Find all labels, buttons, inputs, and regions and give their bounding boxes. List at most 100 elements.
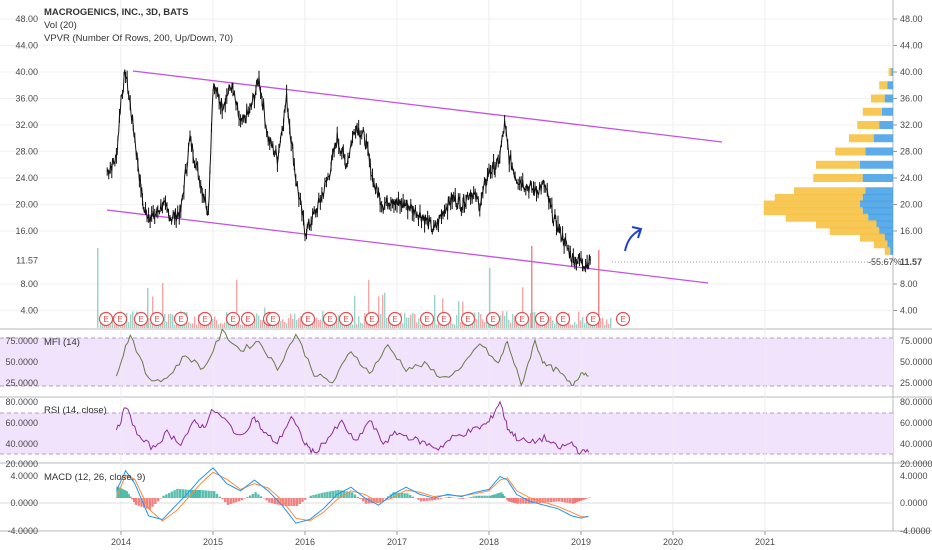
macd-histogram-bar [544,498,547,503]
volume-bar [380,313,382,328]
last-price-box [894,256,930,268]
volume-bar [570,324,572,328]
macd-histogram-bar [259,496,263,498]
earnings-circle [387,311,403,327]
price-channel[interactable] [106,70,723,284]
macd-histogram-bar [268,498,271,503]
osc-tick-left: 20.0000 [5,459,38,469]
vpvr-down-bar [879,121,893,129]
price-tick-left: 24.00 [15,173,38,183]
volume-bar [280,321,282,328]
price-tick-left: 32.00 [15,120,38,130]
macd-line [115,467,589,524]
vpvr-down-bar [890,246,893,255]
volume-bar [240,324,242,328]
macd-histogram-bar [486,495,489,498]
earnings-circle [133,311,149,327]
macd-histogram-bar [215,493,219,498]
volume-bar [531,246,533,328]
macd-histogram-bar [469,497,473,498]
earnings-marker: E [387,311,403,327]
volume-bar [368,279,370,328]
time-axis[interactable]: 2014 2015 2016 2017 2018 2019 2020 2021 [111,531,775,547]
mfi-legend: MFI (14) [44,337,80,348]
price-tick-right: 24.00 [900,173,923,183]
last-price-marker: -55.67% [612,257,902,267]
earnings-letter: E [519,315,524,324]
macd-histogram-bar [218,496,221,498]
earnings-letter: E [369,315,374,324]
volume-bar [586,319,588,328]
osc-tick-left: 0.0000 [10,498,38,508]
earnings-circle [555,311,571,327]
macd-histogram-bar [522,498,525,504]
macd-histogram-bar [417,498,420,500]
macd-histogram-bar [213,491,216,498]
osc-tick-left: 75.0000 [5,336,38,346]
horizontal-gridlines [0,18,893,311]
osc-tick-right: 0.0000 [900,498,928,508]
macd-signal-line [115,471,589,522]
earnings-circle [460,311,476,327]
volume-bar [294,313,296,328]
macd-histogram-bar [458,498,462,499]
macd-histogram-bar [584,498,588,499]
macd-histogram-bar [315,494,318,498]
macd-histogram-bar [270,498,274,504]
price-axis[interactable]: 48.00 48.00 44.00 44.00 40.00 40.00 36.00 36.00… [15,14,930,316]
volume-legend: Vol (20) [44,20,77,31]
volume-bar [320,319,322,328]
macd-histogram-bar [334,490,337,498]
volume-bar [484,321,486,328]
macd-histogram-bar [121,489,125,498]
earnings-marker: E [338,311,354,327]
up-arrow-drawing[interactable] [624,226,643,252]
volume-bar [338,315,340,328]
macd-histogram-bar [489,495,492,498]
vpvr-up-bar [862,107,882,116]
macd-histogram-bar [381,498,384,501]
macd-histogram-bar [178,489,182,498]
volume-bar [190,323,192,328]
volume-bar [598,250,600,328]
volume-bar [596,322,598,328]
price-line [106,69,591,270]
volume-bar [208,324,210,328]
volume-bar [302,322,304,328]
vpvr-down-bar [887,81,893,90]
volume-bar [352,324,354,328]
volume-bar [176,324,178,328]
volume-bar [384,292,386,328]
earnings-circle [149,311,165,327]
macd-histogram-bar [400,492,404,498]
vpvr-up-bar [774,193,863,202]
price-tick-left: 20.00 [15,200,38,210]
macd-histogram-bar [199,489,202,498]
volume-bar [322,311,324,328]
macd-histogram-bar [552,498,555,502]
volume-bar [238,322,240,328]
volume-bar [600,318,602,328]
macd-histogram-bar [154,498,157,504]
macd-histogram-bar [304,498,307,500]
price-tick-left: 48.00 [15,14,38,24]
earnings-letter: E [490,315,495,324]
earnings-circle [225,311,241,327]
macd-histogram-bar [123,490,127,498]
macd-histogram-bar [549,498,553,503]
macd-histogram-bar [173,490,176,498]
volume-bar [554,323,556,328]
vpvr-up-bar [785,213,869,222]
earnings-marker: E [460,311,476,327]
rsi-legend: RSI (14, close) [44,405,107,416]
macd-histogram-bar [579,498,582,501]
earnings-marker: E [615,311,631,327]
volume-bar [548,317,550,328]
macd-histogram-bar [439,498,442,499]
macd-histogram-bar [511,498,514,503]
earnings-marker: E [112,311,128,327]
volume-bar [542,324,544,328]
volume-bar [388,318,390,328]
volume-bar [292,318,294,328]
